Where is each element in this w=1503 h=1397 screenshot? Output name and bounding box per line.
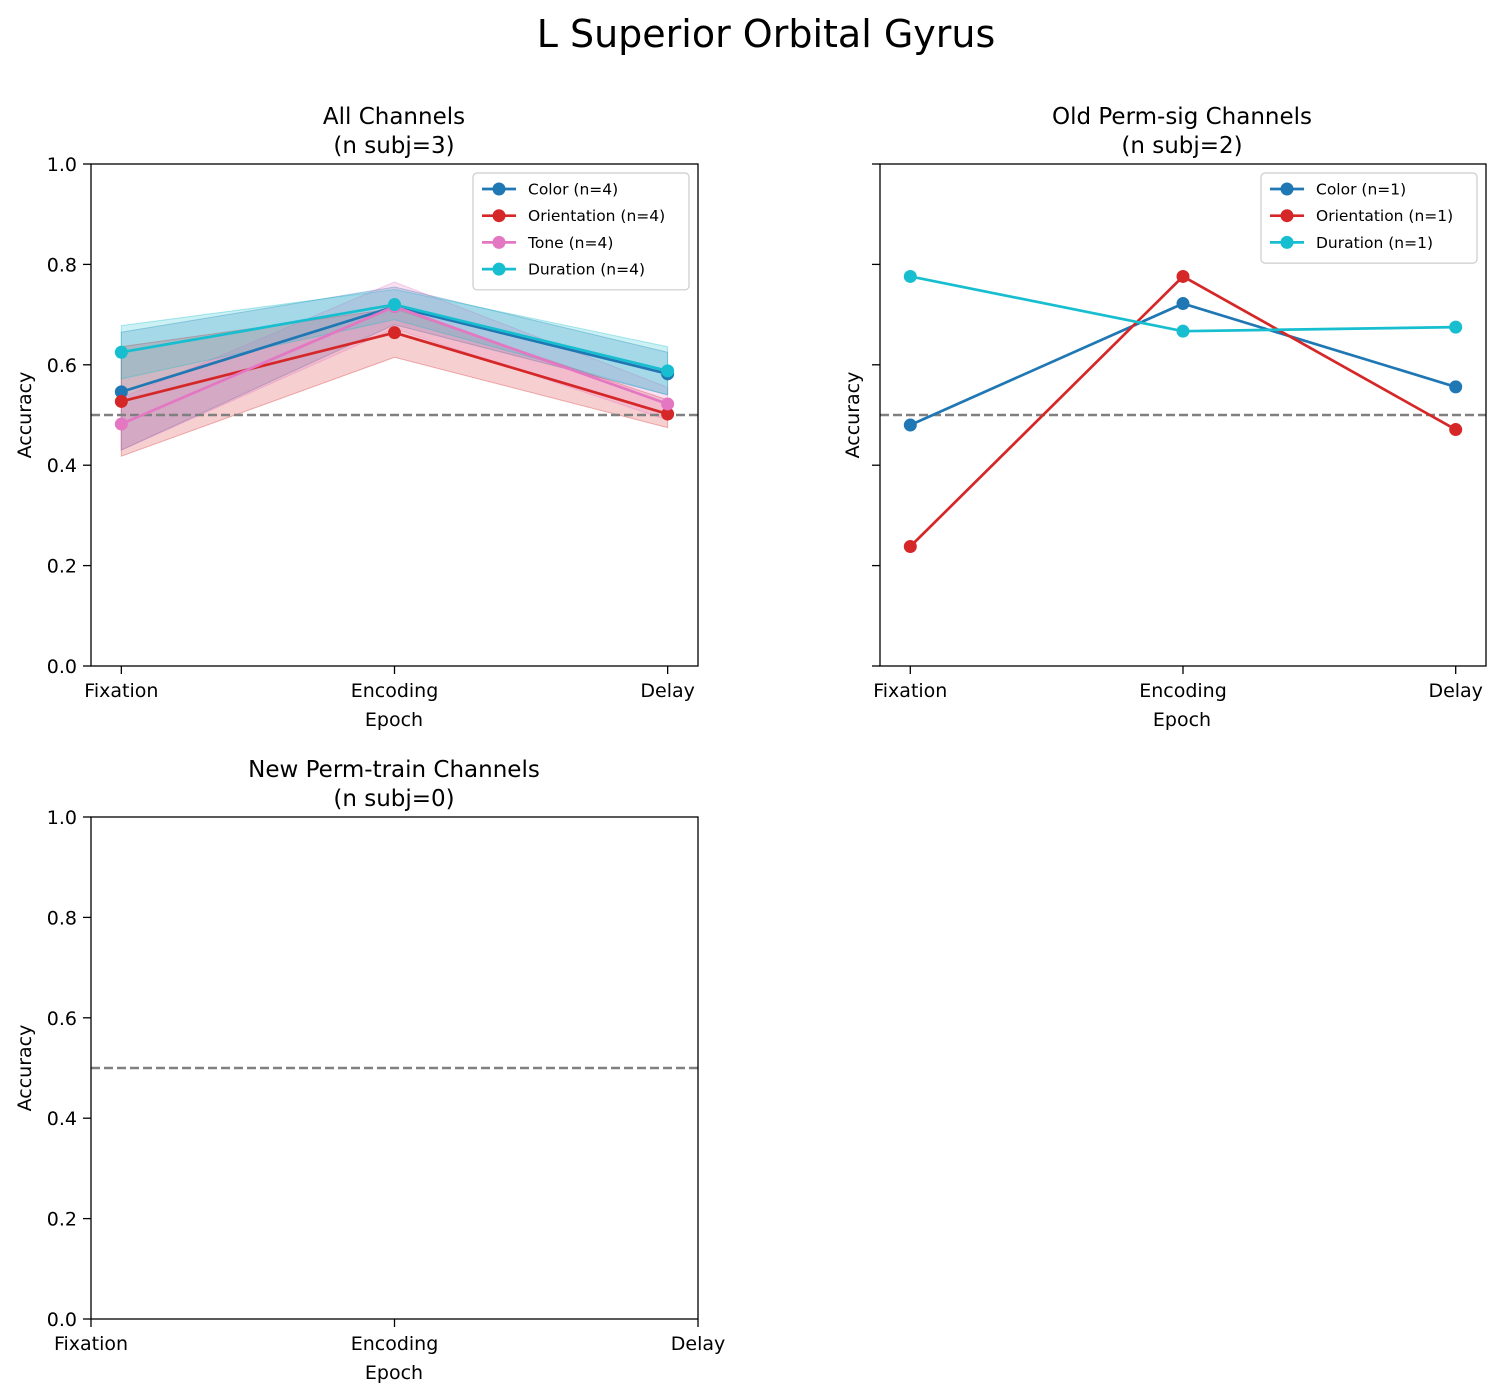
legend-entry: Color (n=4) [528,181,618,199]
x-axis-label: Epoch [365,1362,423,1384]
x-axis-label: Epoch [1153,709,1211,731]
data-point [1176,297,1190,311]
y-tick-label: 1.0 [47,154,77,176]
x-tick-label: Fixation [54,1333,128,1355]
y-tick-label: 0.4 [47,455,77,477]
y-tick-label: 0.8 [47,907,77,929]
y-tick-label: 0.2 [47,556,77,578]
panel-old-perm-sig-channels: Old Perm-sig Channels (n subj=2) Epoch A… [842,104,1487,731]
panel-subtitle: (n subj=3) [333,133,454,159]
data-point [1449,320,1463,334]
x-tick-label: Encoding [351,680,439,702]
legend-swatch-marker [1280,209,1294,223]
panel-subtitle: (n subj=2) [1121,133,1242,159]
data-point [903,540,917,554]
panel-all-channels: All Channels (n subj=3) Epoch Accuracy 0… [14,104,699,731]
data-point [1176,324,1190,338]
panel-title: New Perm-train Channels [248,757,540,783]
y-tick-label: 0.2 [47,1209,77,1231]
panel-new-perm-train-channels: New Perm-train Channels (n subj=0) Epoch… [14,757,725,1384]
axes-frame [90,816,699,1320]
panel-subtitle: (n subj=0) [333,786,454,812]
data-point [661,364,675,378]
axes-frame [90,163,699,667]
legend-entry: Color (n=1) [1316,181,1406,199]
legend: Color (n=1) Orientation (n=1) Duration (n=… [1260,172,1478,264]
x-tick-label: Fixation [873,680,947,702]
legend-frame [1260,172,1478,264]
legend-entry: Orientation (n=4) [528,207,665,225]
panel-title: All Channels [323,104,465,130]
legend-swatch-marker [1280,182,1294,196]
plot-area: 0.0 0.2 0.4 0.6 0.8 1.0 Fixation Encoding Delay C… [47,154,699,702]
x-tick-label: Fixation [84,680,158,702]
x-tick-label: Encoding [1139,680,1227,702]
legend-entry: Tone (n=4) [527,234,613,252]
y-tick-label: 0.0 [47,1309,77,1331]
data-point [1449,423,1463,437]
y-axis-label: Accuracy [842,372,864,459]
x-tick-label: Encoding [351,1333,439,1355]
data-point [114,417,128,431]
legend-entry: Duration (n=1) [1316,234,1433,252]
x-tick-label: Delay [671,1333,726,1355]
legend: Color (n=4) Orientation (n=4) Tone (n=4) Du… [472,172,690,291]
legend-swatch-marker [492,209,506,223]
y-tick-label: 0.4 [47,1108,77,1130]
data-point [388,298,401,312]
data-point [114,385,128,399]
data-point [1176,269,1190,283]
y-tick-label: 0.0 [47,656,77,678]
legend-entry: Orientation (n=1) [1316,207,1453,225]
series-line [909,274,1457,548]
data-point [661,407,675,421]
data-point [1449,380,1463,394]
data-point [903,269,917,283]
data-point [903,418,917,432]
plot-area: 0.0 0.2 0.4 0.6 0.8 1.0 Fixation Encoding Delay [47,807,725,1355]
plot-area: Fixation Encoding Delay Color (n=1) Orientat… [872,163,1487,702]
y-axis-label: Accuracy [14,372,36,459]
legend-swatch-marker [492,262,506,276]
y-axis-label: Accuracy [14,1025,36,1112]
legend-swatch-marker [1280,235,1294,249]
y-tick-label: 0.8 [47,254,77,276]
data-point [114,345,128,359]
x-tick-label: Delay [640,680,695,702]
panel-title: Old Perm-sig Channels [1052,104,1312,130]
axes-frame [879,163,1487,667]
y-tick-label: 1.0 [47,807,77,829]
y-tick-label: 0.6 [47,355,77,377]
legend-swatch-marker [492,235,506,249]
data-point [661,397,675,411]
legend-swatch-marker [492,182,506,196]
x-axis-label: Epoch [365,709,423,731]
confidence-band [120,288,669,396]
x-tick-label: Delay [1428,680,1483,702]
y-tick-label: 0.6 [47,1008,77,1030]
data-point [114,394,128,408]
figure-title: L Superior Orbital Gyrus [537,12,996,56]
data-point [388,326,401,340]
legend-frame [472,172,690,291]
series-line [909,302,1457,427]
legend-entry: Duration (n=4) [528,261,645,279]
